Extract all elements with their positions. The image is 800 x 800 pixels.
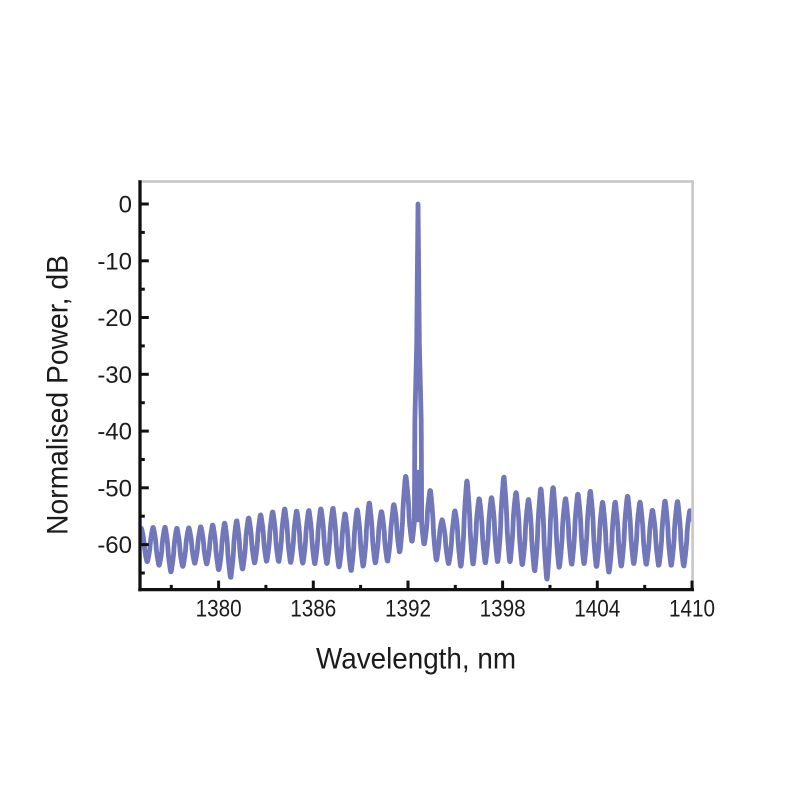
svg-text:-40: -40	[97, 419, 132, 446]
svg-text:Normalised Power, dB: Normalised Power, dB	[42, 255, 75, 535]
svg-text:-20: -20	[97, 305, 132, 332]
svg-text:-10: -10	[97, 248, 132, 275]
svg-text:1392: 1392	[385, 596, 431, 623]
svg-text:1404: 1404	[574, 596, 620, 623]
svg-text:1398: 1398	[480, 596, 526, 623]
svg-text:-60: -60	[97, 532, 132, 559]
svg-text:-50: -50	[97, 475, 132, 502]
svg-text:0: 0	[119, 192, 132, 219]
svg-text:Wavelength, nm: Wavelength, nm	[316, 642, 516, 675]
svg-text:-30: -30	[97, 362, 132, 389]
svg-text:1386: 1386	[290, 596, 336, 623]
svg-text:1380: 1380	[196, 596, 242, 623]
svg-text:1410: 1410	[669, 596, 715, 623]
